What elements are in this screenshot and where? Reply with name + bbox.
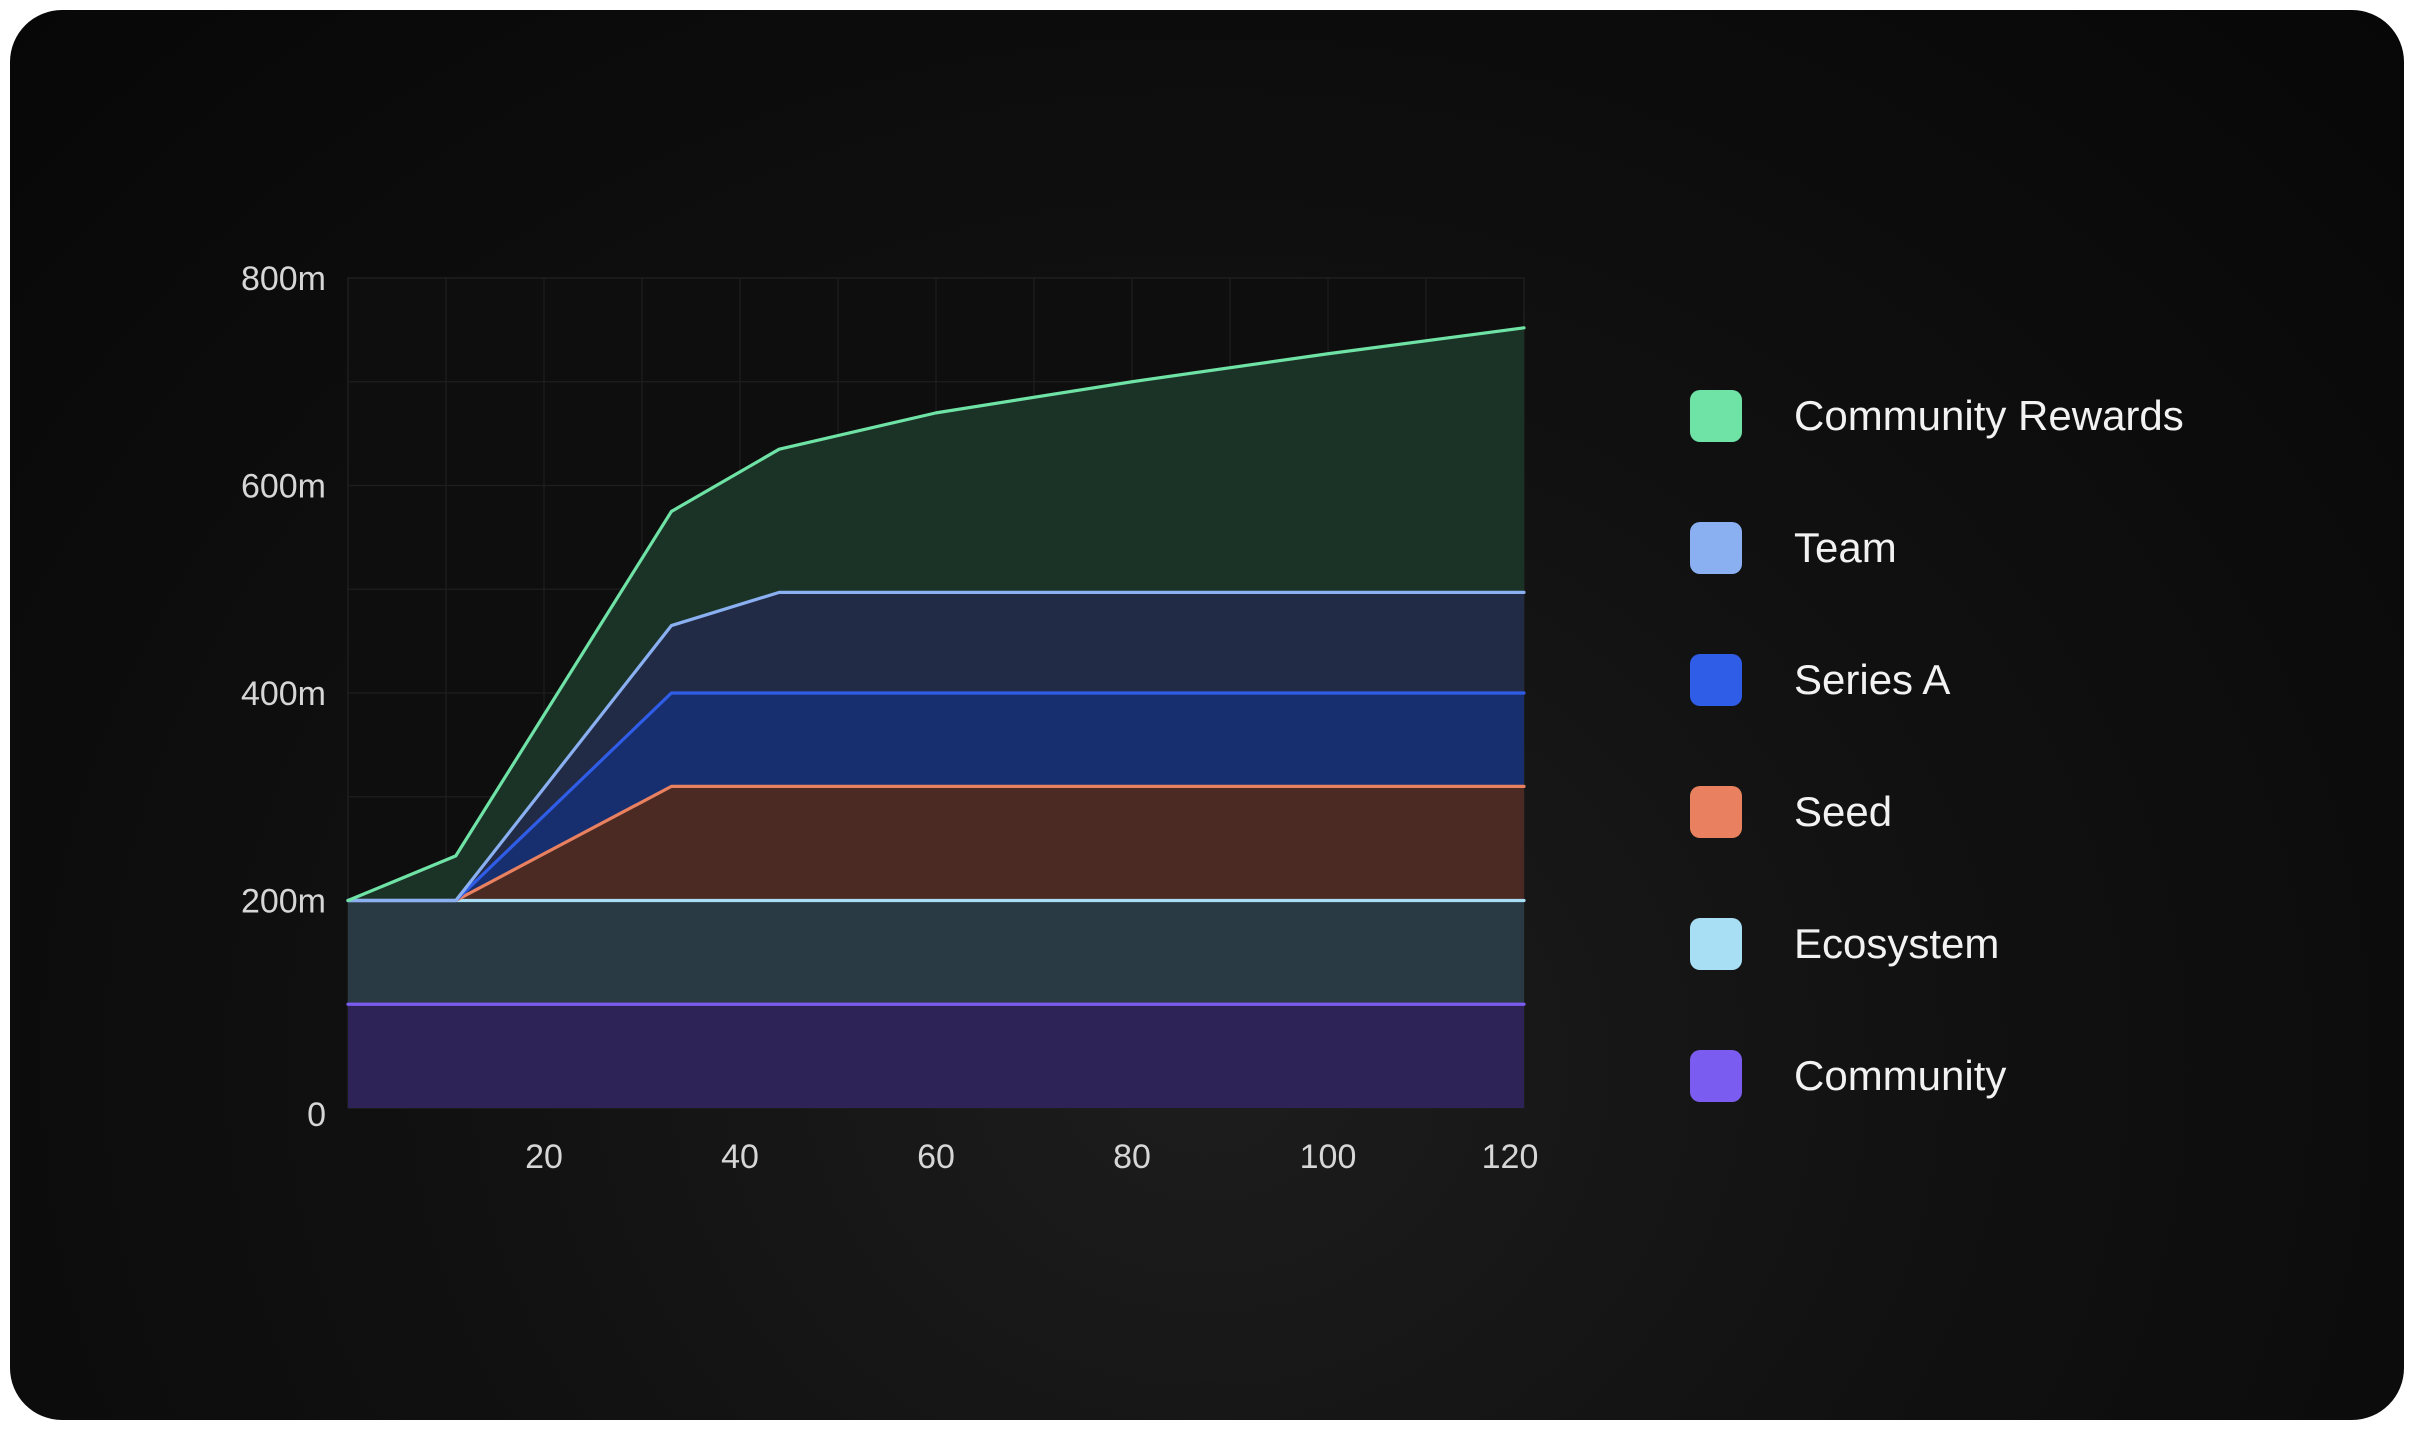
legend-label: Community (1794, 1052, 2007, 1099)
y-tick-label: 800m (241, 260, 326, 298)
y-tick-label: 0 (307, 1096, 326, 1134)
chart-lines (346, 326, 1526, 1006)
area-chart: 0 200m 400m 600m 800m 20 40 60 80 100 120 (241, 260, 1538, 1176)
legend-item-seed[interactable]: Seed (1690, 746, 2390, 878)
legend-swatch (1690, 918, 1742, 970)
legend-swatch (1690, 390, 1742, 442)
area-community (348, 1004, 1524, 1108)
x-tick-label: 60 (917, 1138, 955, 1176)
legend-swatch (1690, 522, 1742, 574)
legend-label: Series A (1794, 656, 1951, 703)
x-tick-label: 120 (1482, 1138, 1539, 1176)
legend-swatch (1690, 654, 1742, 706)
legend-item-community-rewards[interactable]: Community Rewards (1690, 350, 2390, 482)
y-axis-ticks: 0 200m 400m 600m 800m (241, 260, 326, 1134)
legend-swatch (1690, 786, 1742, 838)
legend-item-community[interactable]: Community (1690, 1010, 2390, 1142)
x-tick-label: 40 (721, 1138, 759, 1176)
y-tick-label: 400m (241, 675, 326, 713)
x-tick-label: 100 (1300, 1138, 1357, 1176)
legend: Community Rewards Team Series A Seed Eco… (1690, 350, 2390, 1142)
legend-label: Ecosystem (1794, 920, 2000, 967)
line-team (346, 590, 1526, 903)
legend-label: Seed (1794, 788, 1893, 835)
legend-label: Team (1794, 524, 1897, 571)
legend-label: Community Rewards (1794, 392, 2184, 439)
legend-item-series-a[interactable]: Series A (1690, 614, 2390, 746)
legend-item-team[interactable]: Team (1690, 482, 2390, 614)
y-tick-label: 600m (241, 468, 326, 506)
x-axis-ticks: 20 40 60 80 100 120 (525, 1138, 1538, 1176)
line-community-rewards (346, 326, 1526, 903)
y-tick-label: 200m (241, 883, 326, 921)
chart-card: 0 200m 400m 600m 800m 20 40 60 80 100 120 Communi… (10, 10, 2404, 1420)
x-tick-label: 80 (1113, 1138, 1151, 1176)
x-tick-label: 20 (525, 1138, 563, 1176)
legend-item-ecosystem[interactable]: Ecosystem (1690, 878, 2390, 1010)
legend-swatch (1690, 1050, 1742, 1102)
